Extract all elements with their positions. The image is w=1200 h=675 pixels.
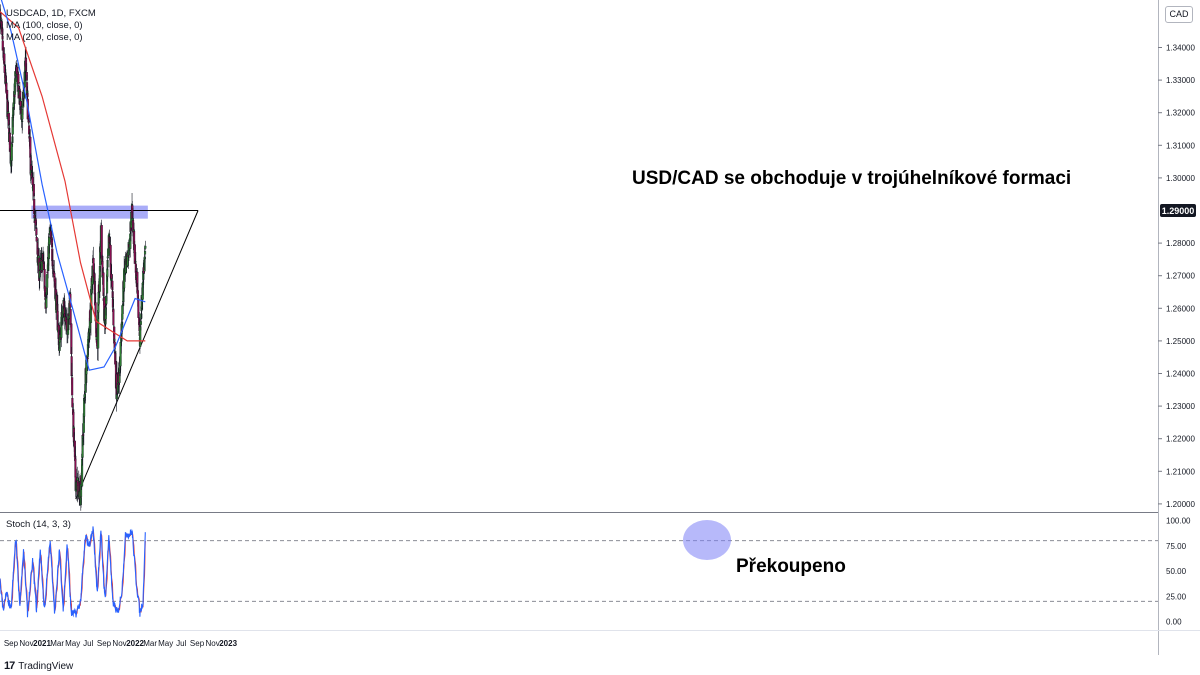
- time-tick-label: 2021: [33, 639, 51, 648]
- stoch-k-line: [0, 526, 146, 618]
- time-tick-label: Mar: [50, 639, 64, 648]
- stoch-tick-label: 100.00: [1166, 517, 1191, 526]
- price-tick-label: 1.22000: [1166, 435, 1195, 444]
- stoch-tick-label: 50.00: [1166, 567, 1187, 576]
- price-tick-label: 1.20000: [1166, 500, 1195, 509]
- rising-trendline: [75, 210, 199, 500]
- time-tick-label: 2022: [126, 639, 144, 648]
- tradingview-mark-icon: 17: [4, 660, 15, 672]
- time-tick-label: Jul: [176, 639, 186, 648]
- time-tick-label: May: [65, 639, 80, 648]
- stoch-axis[interactable]: 100.00 75.00 50.00 25.00 0.00: [1166, 517, 1191, 627]
- stoch-pane[interactable]: [0, 520, 1158, 618]
- stoch-legend[interactable]: Stoch (14, 3, 3): [6, 519, 71, 530]
- time-tick-label: Mar: [143, 639, 157, 648]
- chart-annotation-title: USD/CAD se obchoduje v trojúhelníkové fo…: [632, 168, 1072, 189]
- stoch-tick-label: 75.00: [1166, 542, 1187, 551]
- ma-100-line: [0, 0, 146, 371]
- price-tick-label: 1.26000: [1166, 304, 1195, 313]
- price-tick-label: 1.33000: [1166, 76, 1195, 85]
- candle: [31, 166, 34, 188]
- candle: [10, 142, 13, 173]
- candle: [71, 372, 74, 400]
- time-tick-label: Nov: [19, 639, 33, 648]
- price-tick-label: 1.34000: [1166, 44, 1195, 53]
- stoch-tick-label: 25.00: [1166, 592, 1187, 601]
- time-tick-label: Sep: [97, 639, 112, 648]
- overbought-highlight: [683, 520, 731, 560]
- stoch-tick-label: 0.00: [1166, 618, 1182, 627]
- time-tick-label: Sep: [4, 639, 19, 648]
- candle: [17, 73, 20, 86]
- time-tick-label: 2023: [219, 639, 237, 648]
- ma-200-line: [0, 11, 146, 342]
- time-tick-label: Nov: [205, 639, 219, 648]
- tradingview-brand: TradingView: [18, 660, 74, 672]
- price-tick-label: 1.32000: [1166, 109, 1195, 118]
- time-tick-label: Jul: [83, 639, 93, 648]
- price-tag-text: 1.29000: [1162, 206, 1195, 216]
- stoch-levels: [0, 540, 1158, 602]
- price-tick-label: 1.28000: [1166, 239, 1195, 248]
- candles: [0, 4, 147, 511]
- chart-legend: USDCAD, 1D, FXCM MA (100, close, 0) MA (…: [6, 8, 96, 44]
- price-tick-label: 1.24000: [1166, 370, 1195, 379]
- time-tick-label: Nov: [112, 639, 126, 648]
- tradingview-logo[interactable]: 17 TradingView: [4, 660, 73, 672]
- time-axis[interactable]: Sep Nov 2021 Mar May Jul Sep Nov 2022 Mar May Jul Se…: [4, 639, 238, 648]
- overbought-annotation: Překoupeno: [736, 556, 846, 577]
- ma-slow-legend[interactable]: MA (200, close, 0): [6, 32, 83, 43]
- price-tick-label: 1.25000: [1166, 337, 1195, 346]
- time-tick-label: May: [158, 639, 173, 648]
- symbol-line[interactable]: USDCAD, 1D, FXCM: [6, 8, 96, 19]
- price-tick-label: 1.30000: [1166, 174, 1195, 183]
- resistance-zone: [31, 205, 148, 219]
- ma-fast-legend[interactable]: MA (100, close, 0): [6, 20, 83, 31]
- price-pane[interactable]: [0, 0, 199, 511]
- time-tick-label: Sep: [190, 639, 205, 648]
- price-tick-label: 1.31000: [1166, 141, 1195, 150]
- price-label-1-29: 1.29000: [1160, 204, 1196, 217]
- candle: [35, 236, 38, 243]
- currency-badge[interactable]: CAD: [1165, 6, 1193, 23]
- price-tick-label: 1.23000: [1166, 402, 1195, 411]
- price-tick-label: 1.27000: [1166, 272, 1195, 281]
- price-axis[interactable]: 1.34000 1.33000 1.32000 1.31000 1.30000 1.280…: [1158, 44, 1195, 509]
- price-tick-label: 1.21000: [1166, 467, 1195, 476]
- candle: [144, 240, 147, 250]
